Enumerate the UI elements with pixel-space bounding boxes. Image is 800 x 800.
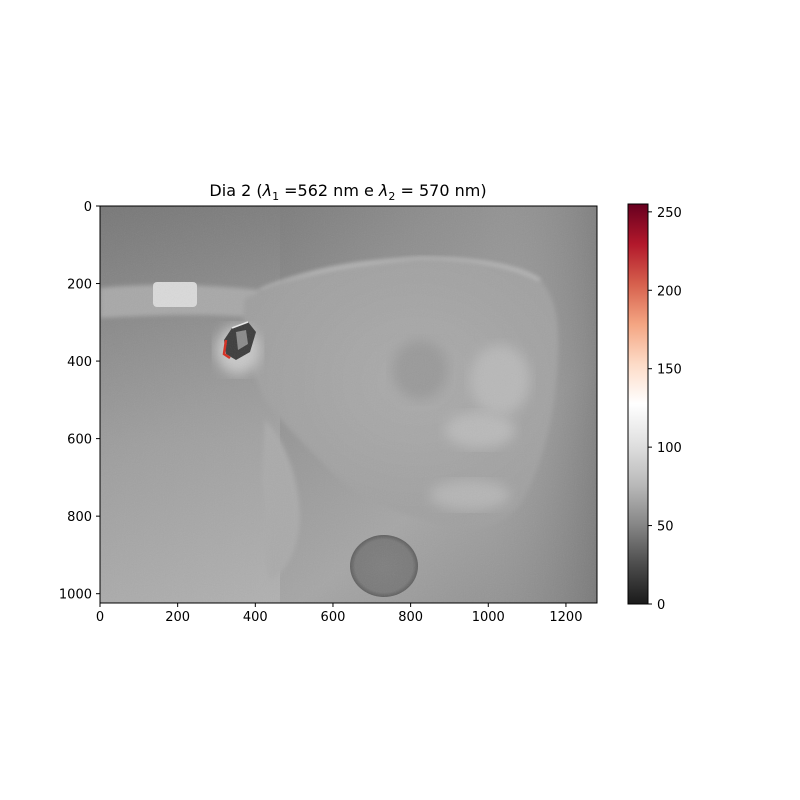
heatmap-image <box>100 206 597 603</box>
colorbar <box>627 203 649 605</box>
y-tick-label: 0 <box>84 200 92 215</box>
colorbar-tick-label: 50 <box>657 520 674 535</box>
x-tick-label: 800 <box>398 610 423 625</box>
x-axis: 0 200 400 600 800 1000 1200 <box>96 603 582 625</box>
colorbar-axis: 0 50 100 150 200 250 <box>648 206 682 613</box>
colorbar-tick-label: 200 <box>657 284 682 299</box>
x-tick-label: 200 <box>165 610 190 625</box>
y-tick-label: 400 <box>67 355 92 370</box>
colorbar-tick-label: 250 <box>657 206 682 221</box>
plot-frame <box>99 205 598 604</box>
y-tick-label: 200 <box>67 278 92 293</box>
x-tick-label: 600 <box>321 610 346 625</box>
y-tick-label: 800 <box>67 510 92 525</box>
colorbar-tick-label: 0 <box>657 598 665 613</box>
y-tick-label: 1000 <box>59 588 92 603</box>
x-tick-label: 400 <box>243 610 268 625</box>
x-tick-label: 1000 <box>472 610 505 625</box>
x-tick-label: 0 <box>96 610 104 625</box>
colorbar-tick-label: 150 <box>657 363 682 378</box>
y-tick-label: 600 <box>67 433 92 448</box>
x-tick-label: 1200 <box>549 610 582 625</box>
y-axis: 0 200 400 600 800 1000 <box>59 200 100 603</box>
chart-title: Dia 2 (λ1 =562 nm e λ2 = 570 nm) <box>209 181 486 203</box>
colorbar-tick-label: 100 <box>657 441 682 456</box>
